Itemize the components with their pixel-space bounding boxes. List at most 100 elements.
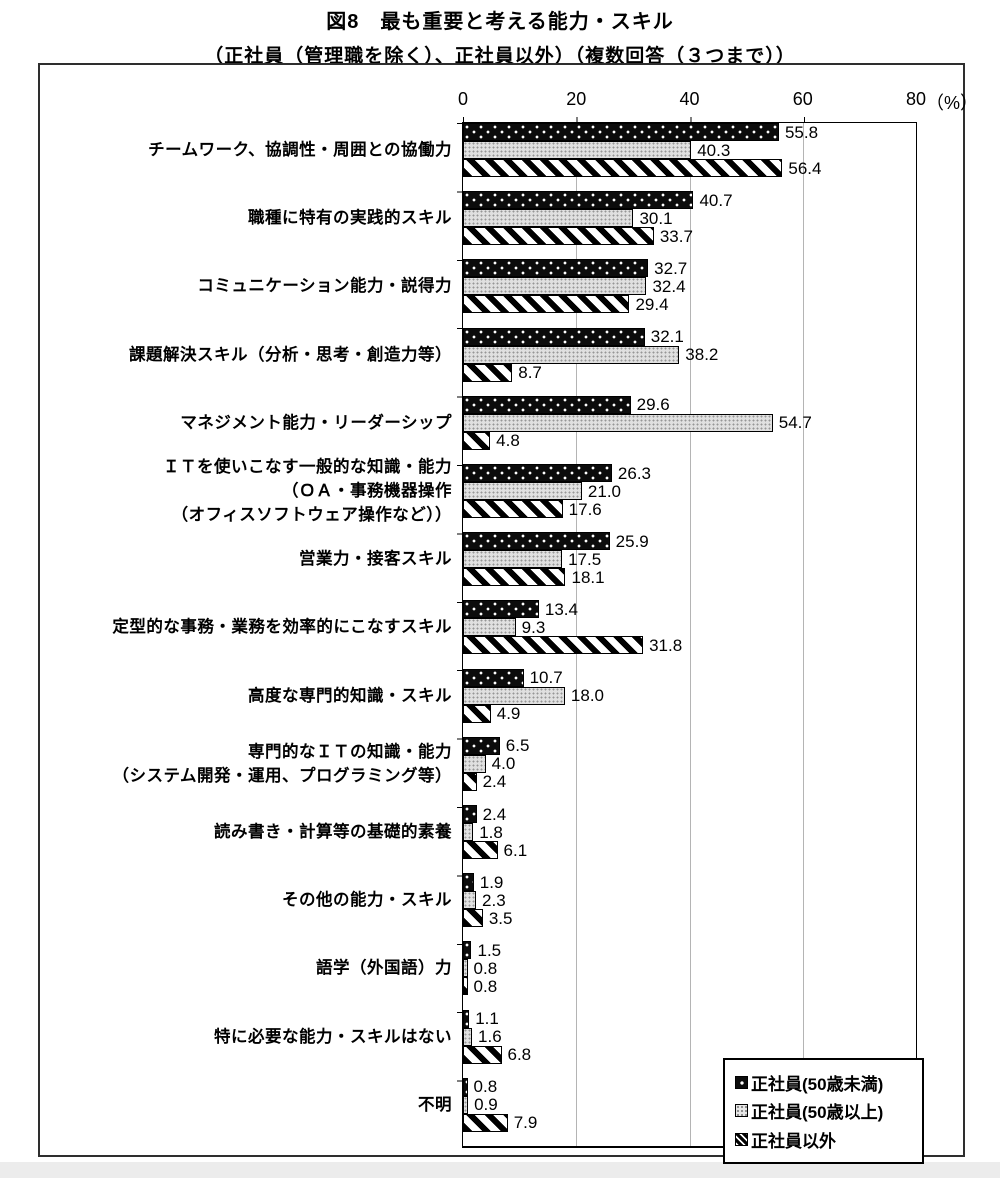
legend-label: 正社員(50歳以上)	[751, 1103, 884, 1123]
bar-hiseishain	[463, 909, 483, 928]
bar-seishain-o50	[463, 413, 773, 432]
bar-group: コミュニケーション能力・説得力 32.7 32.4 29.4	[197, 259, 916, 327]
gridline-20	[576, 123, 578, 1146]
bar-seishain-u50	[463, 600, 539, 619]
bar-group: チームワーク、協調性・周囲との協働力 55.8 40.3 56.4	[148, 123, 916, 191]
gridline-40	[689, 123, 691, 1146]
bar-seishain-o50	[463, 686, 565, 705]
bar-hiseishain	[463, 431, 491, 450]
bar-seishain-u50	[463, 668, 524, 687]
bar-seishain-u50	[463, 464, 612, 483]
bar-seishain-u50	[463, 941, 472, 960]
bar-seishain-o50	[463, 891, 477, 910]
bar-hiseishain	[463, 159, 783, 177]
bar-hiseishain	[463, 568, 566, 587]
category-label: 語学（外国語）力	[316, 959, 452, 978]
legend-item: 正社員(50歳未満)	[735, 1070, 912, 1095]
value-label: 1.8	[479, 822, 503, 842]
x-tick-label: 80	[905, 89, 927, 109]
bar-seishain-o50	[463, 1095, 469, 1114]
bar-rows: チームワーク、協調性・周囲との協働力 55.8 40.3 56.4 職種に特有の…	[112, 123, 916, 1146]
bar-group: 営業力・接客スキル 25.9 17.5 18.1	[299, 531, 916, 600]
bar-seishain-o50	[463, 754, 486, 773]
bar-seishain-u50	[463, 259, 649, 278]
value-label: 0.8	[473, 1077, 498, 1097]
bar-hiseishain	[463, 977, 468, 996]
value-label: 30.1	[639, 208, 673, 228]
category-label: 専門的なＩＴの知識・能力 （システム開発・運用、プログラミング等）	[112, 742, 452, 785]
bar-seishain-u50	[463, 395, 631, 414]
value-label: 26.3	[617, 463, 652, 483]
legend-label: 正社員(50歳未満)	[751, 1074, 884, 1094]
bar-group: 語学（外国語）力 1.5 0.8 0.8	[316, 941, 916, 1009]
bar-seishain-o50	[463, 345, 680, 364]
bar-seishain-o50	[463, 959, 468, 978]
bar-seishain-u50	[463, 123, 779, 141]
value-label: 40.3	[697, 140, 731, 160]
bar-seishain-u50	[463, 532, 610, 551]
bar-seishain-o50	[463, 618, 516, 637]
bar-group: 不明 0.8 0.9 7.9	[418, 1077, 916, 1146]
bar-hiseishain	[463, 295, 630, 314]
plot-area: 0 20 40 60 80 （%） チームワーク、協調性・周囲との協働力 55.…	[112, 89, 978, 1148]
bar-hiseishain	[463, 363, 513, 382]
legend-item: 正社員以外	[735, 1127, 912, 1152]
bar-hiseishain	[463, 1113, 508, 1132]
category-label: 職種に特有の実践的スキル	[248, 209, 452, 228]
value-label: 7.9	[513, 1113, 538, 1133]
value-label: 4.9	[496, 704, 521, 724]
chart-header: 図8 最も重要と考える能力・スキル （正社員（管理職を除く）、正社員以外）（複数…	[0, 5, 1000, 68]
legend-label: 正社員以外	[751, 1132, 836, 1152]
value-label: 18.1	[571, 567, 605, 587]
category-label: マネジメント能力・リーダーシップ	[180, 413, 452, 432]
value-label: 17.6	[568, 499, 602, 519]
bar-group: 読み書き・計算等の基礎的素養 2.4 1.8 6.1	[214, 805, 916, 873]
bar-seishain-u50	[463, 327, 645, 346]
value-label: 6.1	[503, 840, 528, 860]
legend-swatch-gray-dots-icon	[735, 1104, 748, 1118]
value-label: 17.5	[568, 549, 602, 569]
bar-hiseishain	[463, 1045, 502, 1064]
bar-group: マネジメント能力・リーダーシップ 29.6 54.7 4.8	[180, 395, 916, 464]
value-label: 1.6	[478, 1027, 502, 1047]
bar-seishain-u50	[463, 805, 477, 824]
bar-seishain-o50	[463, 550, 563, 569]
page-bottom-strip	[0, 1162, 1000, 1178]
value-label: 10.7	[529, 668, 563, 688]
bar-seishain-u50	[463, 873, 474, 892]
bar-group: 定型的な事務・業務を効率的にこなすスキル 13.4 9.3 31.8	[112, 599, 916, 668]
bar-group: 高度な専門的知識・スキル 10.7 18.0 4.9	[248, 668, 916, 737]
value-label: 18.0	[570, 686, 605, 706]
category-label: 定型的な事務・業務を効率的にこなすスキル	[112, 618, 452, 637]
value-label: 1.1	[475, 1009, 499, 1029]
value-label: 9.3	[521, 617, 546, 637]
value-label: 29.6	[636, 395, 670, 415]
value-label: 56.4	[788, 158, 822, 178]
bar-hiseishain	[463, 227, 654, 246]
chart-title: 図8 最も重要と考える能力・スキル	[326, 11, 674, 33]
x-axis-ticks	[463, 117, 917, 123]
x-tick-label: 0	[457, 89, 469, 109]
category-label: 不明	[418, 1095, 452, 1114]
value-label: 21.0	[587, 481, 621, 501]
value-label: 25.9	[615, 531, 649, 551]
x-tick-label: 40	[679, 89, 700, 109]
value-label: 3.5	[488, 908, 513, 928]
value-label: 33.7	[659, 226, 693, 246]
bar-group: 特に必要な能力・スキルはない 1.1 1.6 6.8	[214, 1009, 916, 1078]
chart-frame: 0 20 40 60 80 （%） チームワーク、協調性・周囲との協働力 55.…	[38, 63, 978, 1164]
value-label: 40.7	[699, 190, 733, 210]
bar-seishain-u50	[463, 1077, 468, 1096]
bar-seishain-o50	[463, 823, 474, 842]
category-label: 課題解決スキル（分析・思考・創造力等）	[129, 345, 452, 364]
bar-seishain-o50	[463, 1027, 473, 1046]
value-label: 38.2	[685, 345, 719, 365]
value-label: 13.4	[544, 599, 578, 619]
value-label: 4.8	[496, 431, 520, 451]
legend: 正社員(50歳未満) 正社員(50歳以上) 正社員以外	[723, 1058, 924, 1164]
x-tick-label: 60	[792, 89, 813, 109]
legend-swatch-black-dots-icon	[735, 1075, 748, 1089]
value-label: 32.4	[652, 276, 686, 296]
bar-seishain-o50	[463, 482, 582, 501]
y-axis-ticks	[457, 123, 463, 1147]
